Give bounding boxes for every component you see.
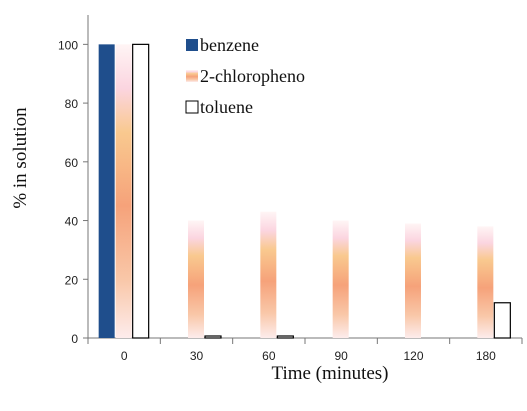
x-axis-title: Time (minutes) bbox=[272, 363, 389, 384]
bar-2-chloropheno bbox=[188, 220, 204, 338]
x-tick-label: 180 bbox=[476, 349, 496, 363]
bar-2-chloropheno bbox=[477, 226, 494, 338]
bars bbox=[98, 43, 511, 339]
y-ticks: 0 20 40 60 80 100 bbox=[58, 38, 88, 346]
legend: benzene 2-chloropheno toluene bbox=[185, 35, 305, 117]
y-tick-label: 20 bbox=[65, 273, 79, 287]
y-tick-label: 100 bbox=[58, 38, 78, 52]
bar-toluene bbox=[132, 43, 150, 339]
bar-toluene bbox=[204, 335, 222, 339]
x-tick-label: 90 bbox=[334, 349, 348, 363]
x-tick-label: 60 bbox=[262, 349, 276, 363]
legend-label-benzene: benzene bbox=[200, 35, 259, 55]
legend-swatch-2-chloropheno bbox=[186, 70, 198, 82]
y-tick-label: 0 bbox=[71, 332, 78, 346]
axes bbox=[87, 15, 522, 339]
bar-benzene bbox=[98, 44, 115, 338]
x-tick-label: 30 bbox=[190, 349, 204, 363]
legend-label-2-chloropheno: 2-chloropheno bbox=[200, 66, 305, 86]
y-axis-title: % in solution bbox=[10, 107, 31, 209]
x-tick-label: 120 bbox=[403, 349, 423, 363]
bar-2-chloropheno bbox=[260, 211, 277, 338]
y-tick-label: 80 bbox=[65, 97, 79, 111]
legend-swatch-toluene bbox=[185, 100, 199, 114]
y-tick-label: 60 bbox=[65, 156, 79, 170]
x-ticks: 0 30 60 90 120 180 bbox=[87, 338, 523, 363]
legend-swatch-benzene bbox=[186, 39, 198, 51]
bar-2-chloropheno bbox=[332, 220, 349, 338]
legend-label-toluene: toluene bbox=[200, 97, 253, 117]
bar-toluene bbox=[493, 302, 511, 339]
y-tick-label: 40 bbox=[65, 215, 79, 229]
bar-2-chloropheno bbox=[115, 44, 132, 338]
bar-2-chloropheno bbox=[405, 223, 421, 338]
bar-toluene bbox=[276, 335, 294, 339]
x-tick-label: 0 bbox=[121, 349, 128, 363]
